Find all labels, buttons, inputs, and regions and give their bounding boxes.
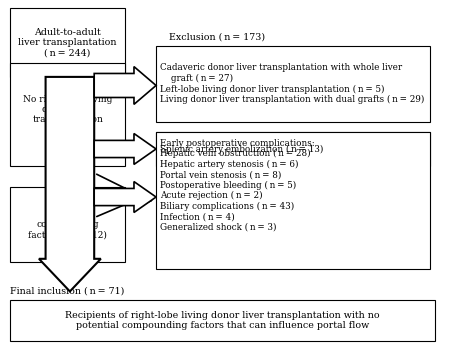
FancyBboxPatch shape <box>156 132 430 269</box>
Text: Final inclusion ( n = 71): Final inclusion ( n = 71) <box>10 287 125 296</box>
Text: Early postoperative complications:
Hepatic vein obstruction ( n = 28)
Hepatic ar: Early postoperative complications: Hepat… <box>161 139 315 231</box>
Text: Adult-to-adult
liver transplantation
( n = 244): Adult-to-adult liver transplantation ( n… <box>18 28 117 57</box>
FancyBboxPatch shape <box>10 63 125 166</box>
Text: Recipients of right-lobe living donor liver transplantation with no
potential co: Recipients of right-lobe living donor li… <box>65 311 380 330</box>
Polygon shape <box>94 182 156 212</box>
FancyBboxPatch shape <box>10 8 125 77</box>
Text: Splenic artery embolization ( n = 13): Splenic artery embolization ( n = 13) <box>161 144 324 154</box>
Text: Cadaveric donor liver transplantation with whole liver
    graft ( n = 27)
Left-: Cadaveric donor liver transplantation wi… <box>161 63 425 104</box>
Text: No right-lobe living
donor liver
transplantation
( n = 61): No right-lobe living donor liver transpl… <box>23 94 112 135</box>
Polygon shape <box>39 77 101 291</box>
Text: Exclusion ( n = 173): Exclusion ( n = 173) <box>169 33 265 42</box>
Text: Potential
compounding
factors ( n = 112): Potential compounding factors ( n = 112) <box>28 210 107 239</box>
FancyBboxPatch shape <box>10 187 125 262</box>
FancyBboxPatch shape <box>156 132 430 166</box>
Polygon shape <box>94 134 156 164</box>
Polygon shape <box>94 66 156 104</box>
FancyBboxPatch shape <box>156 46 430 121</box>
FancyBboxPatch shape <box>10 300 435 341</box>
